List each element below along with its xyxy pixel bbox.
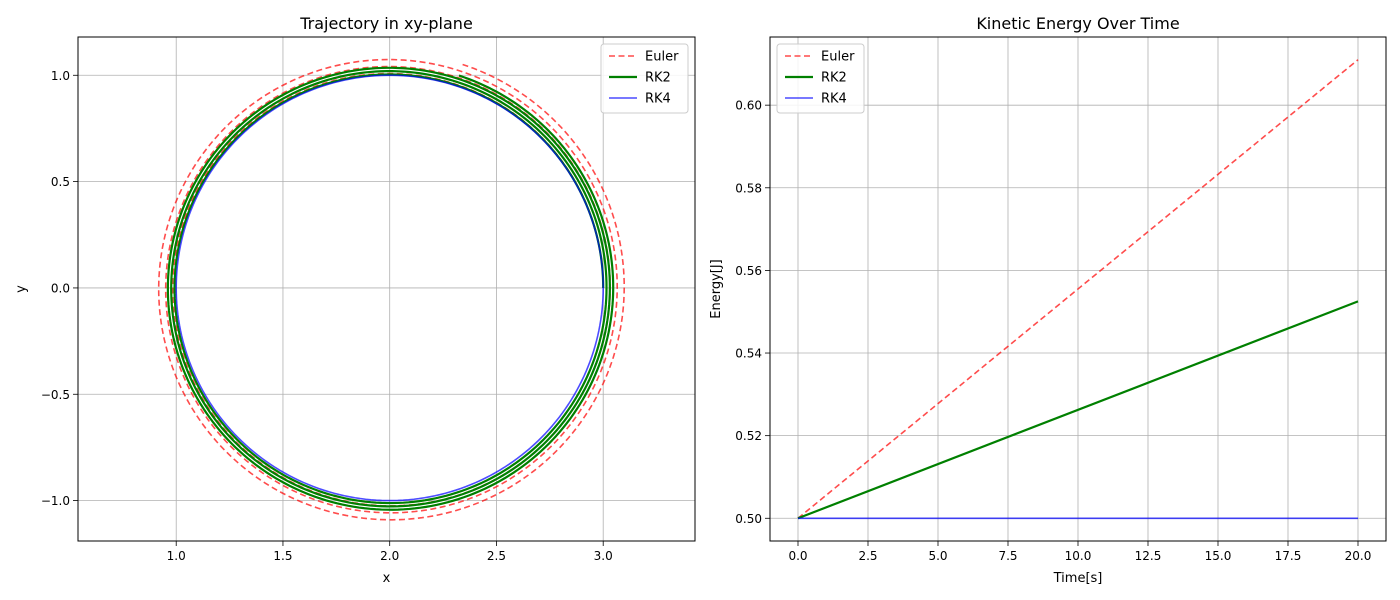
energy-x-tick-label: 12.5 xyxy=(1135,549,1162,563)
trajectory-x-tick-label: 1.0 xyxy=(167,549,186,563)
energy-x-tick-label: 15.0 xyxy=(1205,549,1232,563)
trajectory-line-rk4 xyxy=(175,74,605,502)
energy-y-tick-label: 0.50 xyxy=(735,512,762,526)
energy-x-tick-label: 5.0 xyxy=(928,549,947,563)
energy-x-tick-label: 20.0 xyxy=(1345,549,1372,563)
trajectory-line-rk2 xyxy=(166,66,615,511)
energy-y-tick-label: 0.58 xyxy=(735,181,762,195)
energy-lines xyxy=(797,59,1359,520)
energy-x-ticks: 0.0 2.5 5.0 7.5 10.0 12.5 15.0 17.5 20.0 xyxy=(788,541,1371,563)
energy-x-tick-label: 7.5 xyxy=(998,549,1017,563)
trajectory-lines xyxy=(157,58,626,521)
trajectory-y-axis-label: y xyxy=(14,285,29,293)
trajectory-legend: Euler RK2 RK4 xyxy=(600,43,689,114)
energy-legend-label-euler: Euler xyxy=(821,50,855,65)
trajectory-x-tick-label: 3.0 xyxy=(594,549,613,563)
energy-legend-label-rk2: RK2 xyxy=(821,71,847,86)
energy-y-tick-label: 0.52 xyxy=(735,429,762,443)
energy-line-euler xyxy=(797,59,1359,519)
trajectory-line-euler xyxy=(157,58,626,521)
trajectory-legend-label-rk2: RK2 xyxy=(645,71,671,86)
energy-legend-box xyxy=(776,43,865,114)
trajectory-legend-label-rk4: RK4 xyxy=(645,92,671,107)
energy-legend-label-rk4: RK4 xyxy=(821,92,847,107)
energy-y-ticks: 0.50 0.52 0.54 0.56 0.58 0.60 xyxy=(735,99,770,526)
energy-y-tick-label: 0.54 xyxy=(735,347,762,361)
energy-title: Kinetic Energy Over Time xyxy=(976,14,1179,33)
trajectory-legend-label-euler: Euler xyxy=(645,50,679,65)
trajectory-title: Trajectory in xy-plane xyxy=(299,14,473,33)
energy-legend: Euler RK2 RK4 xyxy=(776,43,865,114)
trajectory-x-ticks: 1.0 1.5 2.0 2.5 3.0 xyxy=(167,541,613,563)
trajectory-y-tick-label: 1.0 xyxy=(51,69,70,83)
trajectory-y-tick-label: −0.5 xyxy=(41,388,70,402)
energy-y-tick-label: 0.60 xyxy=(735,99,762,113)
trajectory-y-tick-label: 0.5 xyxy=(51,175,70,189)
energy-x-tick-label: 0.0 xyxy=(788,549,807,563)
energy-x-tick-label: 10.0 xyxy=(1065,549,1092,563)
trajectory-x-tick-label: 2.0 xyxy=(380,549,399,563)
trajectory-x-tick-label: 2.5 xyxy=(487,549,506,563)
energy-x-tick-label: 17.5 xyxy=(1275,549,1302,563)
energy-line-rk2 xyxy=(797,300,1359,520)
energy-x-tick-label: 2.5 xyxy=(858,549,877,563)
trajectory-x-axis-label: x xyxy=(383,571,391,586)
energy-x-axis-label: Time[s] xyxy=(1053,571,1103,586)
trajectory-y-tick-label: −1.0 xyxy=(41,494,70,508)
energy-y-tick-label: 0.56 xyxy=(735,264,762,278)
trajectory-axes-frame xyxy=(77,36,696,542)
trajectory-x-tick-label: 1.5 xyxy=(273,549,292,563)
trajectory-legend-box xyxy=(600,43,689,114)
energy-y-axis-label: Energy[J] xyxy=(709,259,724,319)
trajectory-plot: 1.0 1.5 2.0 2.5 3.0 −1.0 −0.5 0.0 0.5 1.0 Trajec… xyxy=(14,14,696,586)
trajectory-y-ticks: −1.0 −0.5 0.0 0.5 1.0 xyxy=(41,69,78,508)
energy-plot: 0.0 2.5 5.0 7.5 10.0 12.5 15.0 17.5 20.0 0.500.5… xyxy=(709,14,1387,586)
trajectory-y-tick-label: 0.0 xyxy=(51,281,70,295)
